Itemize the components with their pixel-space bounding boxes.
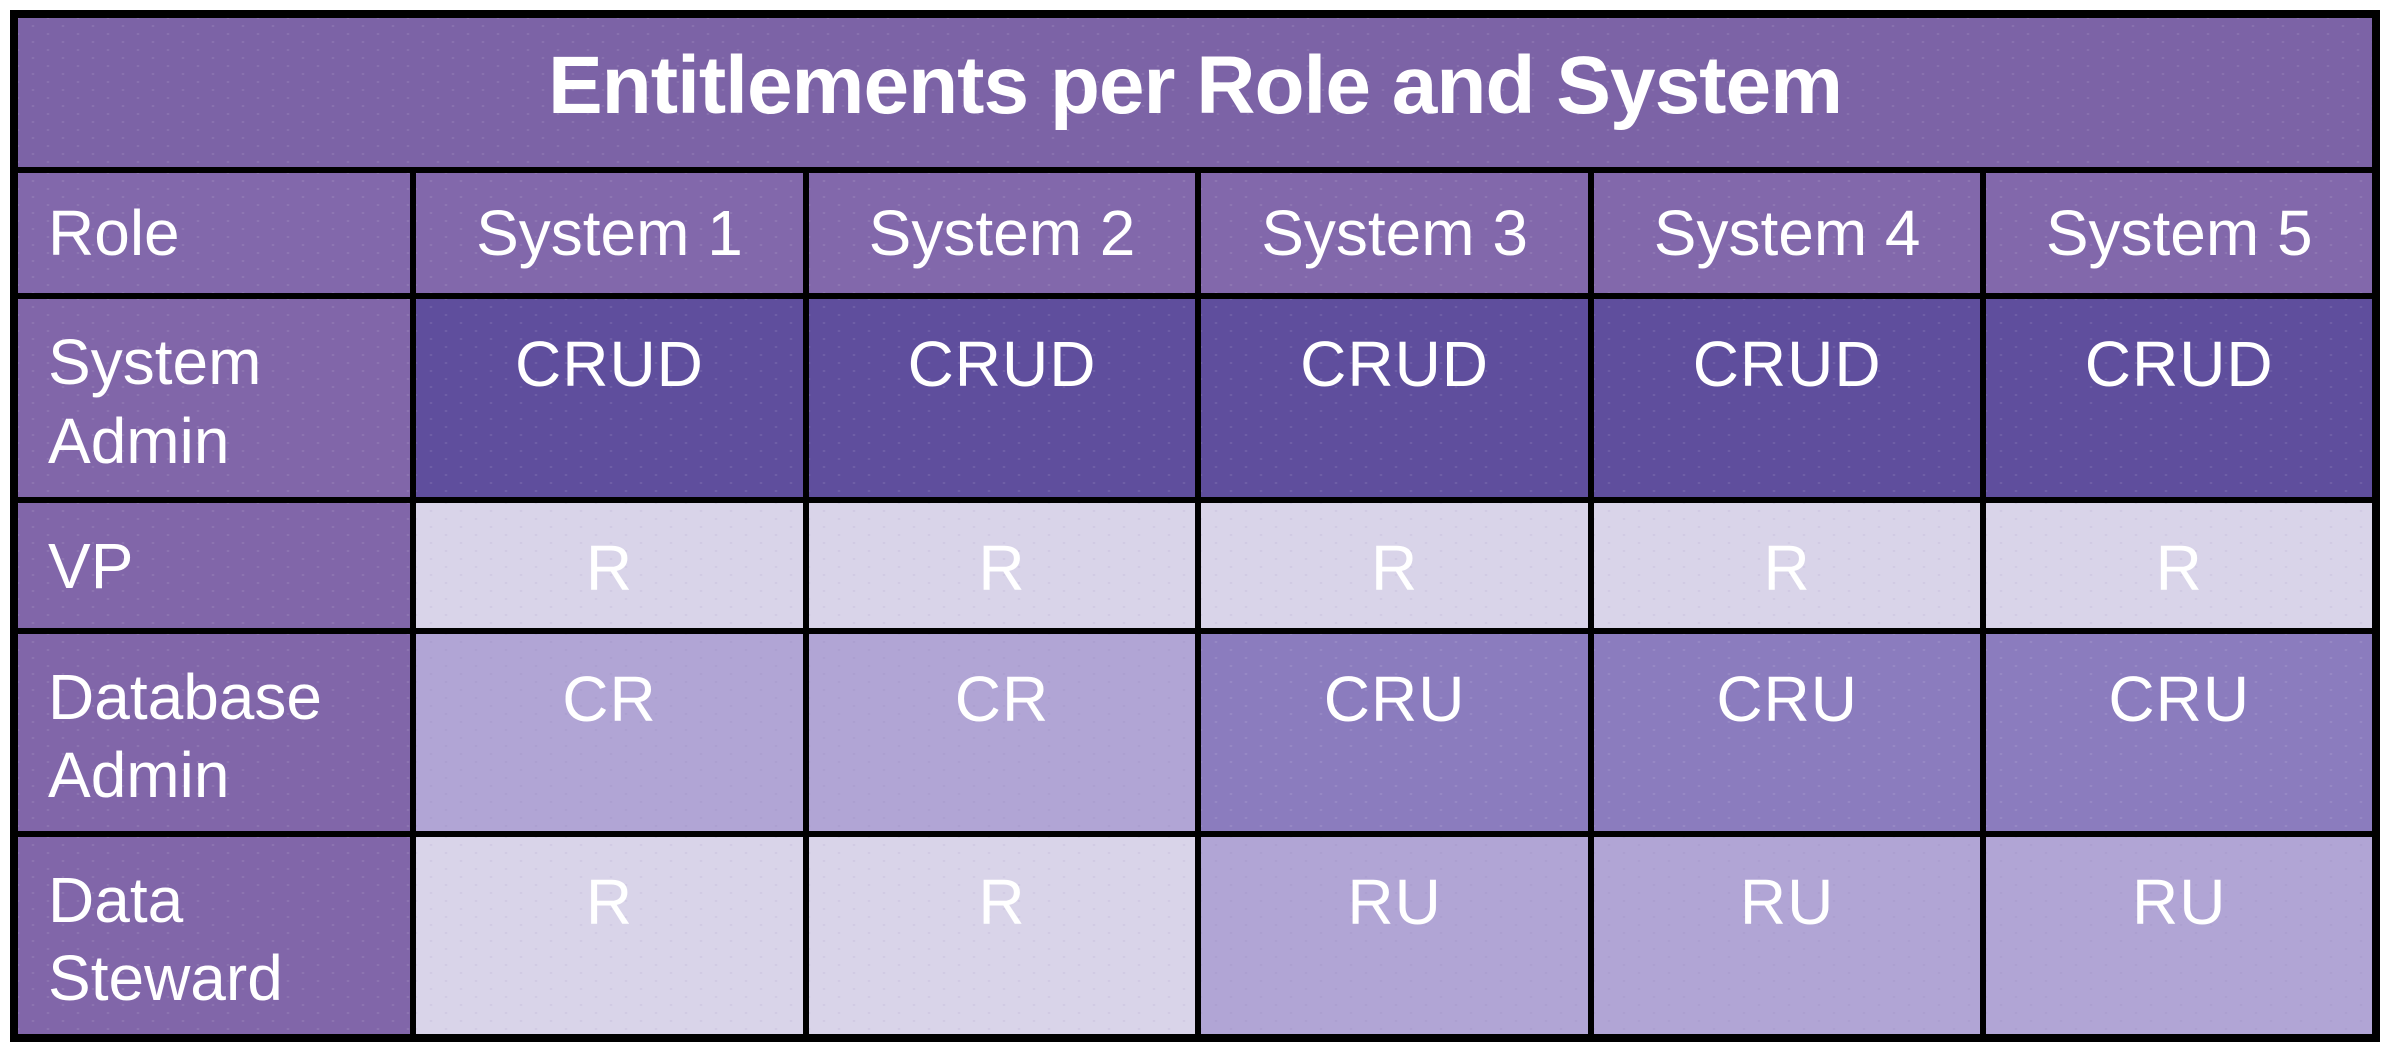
entitlement-cell: CRU [1587,627,1987,838]
entitlement-cell: CRUD [1587,293,1987,503]
entitlement-cell: R [802,497,1202,634]
role-cell: System Admin [10,293,417,503]
entitlement-cell: CRUD [1980,293,2379,503]
column-header-system5: System 5 [1980,166,2379,300]
entitlement-cell: R [1587,497,1987,634]
row-system-admin: System Admin CRUD CRUD CRUD CRUD CRUD [10,293,2379,503]
entitlement-cell: R [1195,497,1594,634]
entitlement-cell: CRUD [802,293,1202,503]
entitlement-cell: CR [410,627,809,838]
title-row: Entitlements per Role and System [11,11,2379,173]
column-header-system4: System 4 [1587,166,1987,300]
entitlement-cell: RU [1587,831,1987,1041]
entitlement-cell: CRUD [1195,293,1594,503]
row-data-steward: Data Steward R R RU RU RU [10,831,2379,1041]
column-header-system3: System 3 [1195,166,1594,300]
column-header-role: Role [10,166,417,300]
entitlement-cell: RU [1980,831,2379,1041]
role-cell: Data Steward [10,831,417,1041]
column-header-system1: System 1 [410,166,809,300]
entitlement-cell: CRU [1980,627,2379,838]
row-vp: VP R R R R R [10,497,2379,634]
entitlement-cell: R [410,497,809,634]
entitlement-cell: R [410,831,809,1041]
entitlements-table: Entitlements per Role and System Role Sy… [10,10,2380,1042]
entitlement-cell: CRUD [410,293,809,503]
row-database-admin: Database Admin CR CR CRU CRU CRU [10,627,2379,838]
entitlement-cell: R [802,831,1202,1041]
entitlement-cell: R [1980,497,2379,634]
table-title: Entitlements per Role and System [11,11,2379,173]
entitlement-cell: CRU [1195,627,1594,838]
entitlement-cell: CR [802,627,1202,838]
column-header-system2: System 2 [802,166,1202,300]
role-cell: VP [10,497,417,634]
role-cell: Database Admin [10,627,417,838]
entitlement-cell: RU [1195,831,1594,1041]
header-row: Role System 1 System 2 System 3 System 4… [10,166,2379,300]
